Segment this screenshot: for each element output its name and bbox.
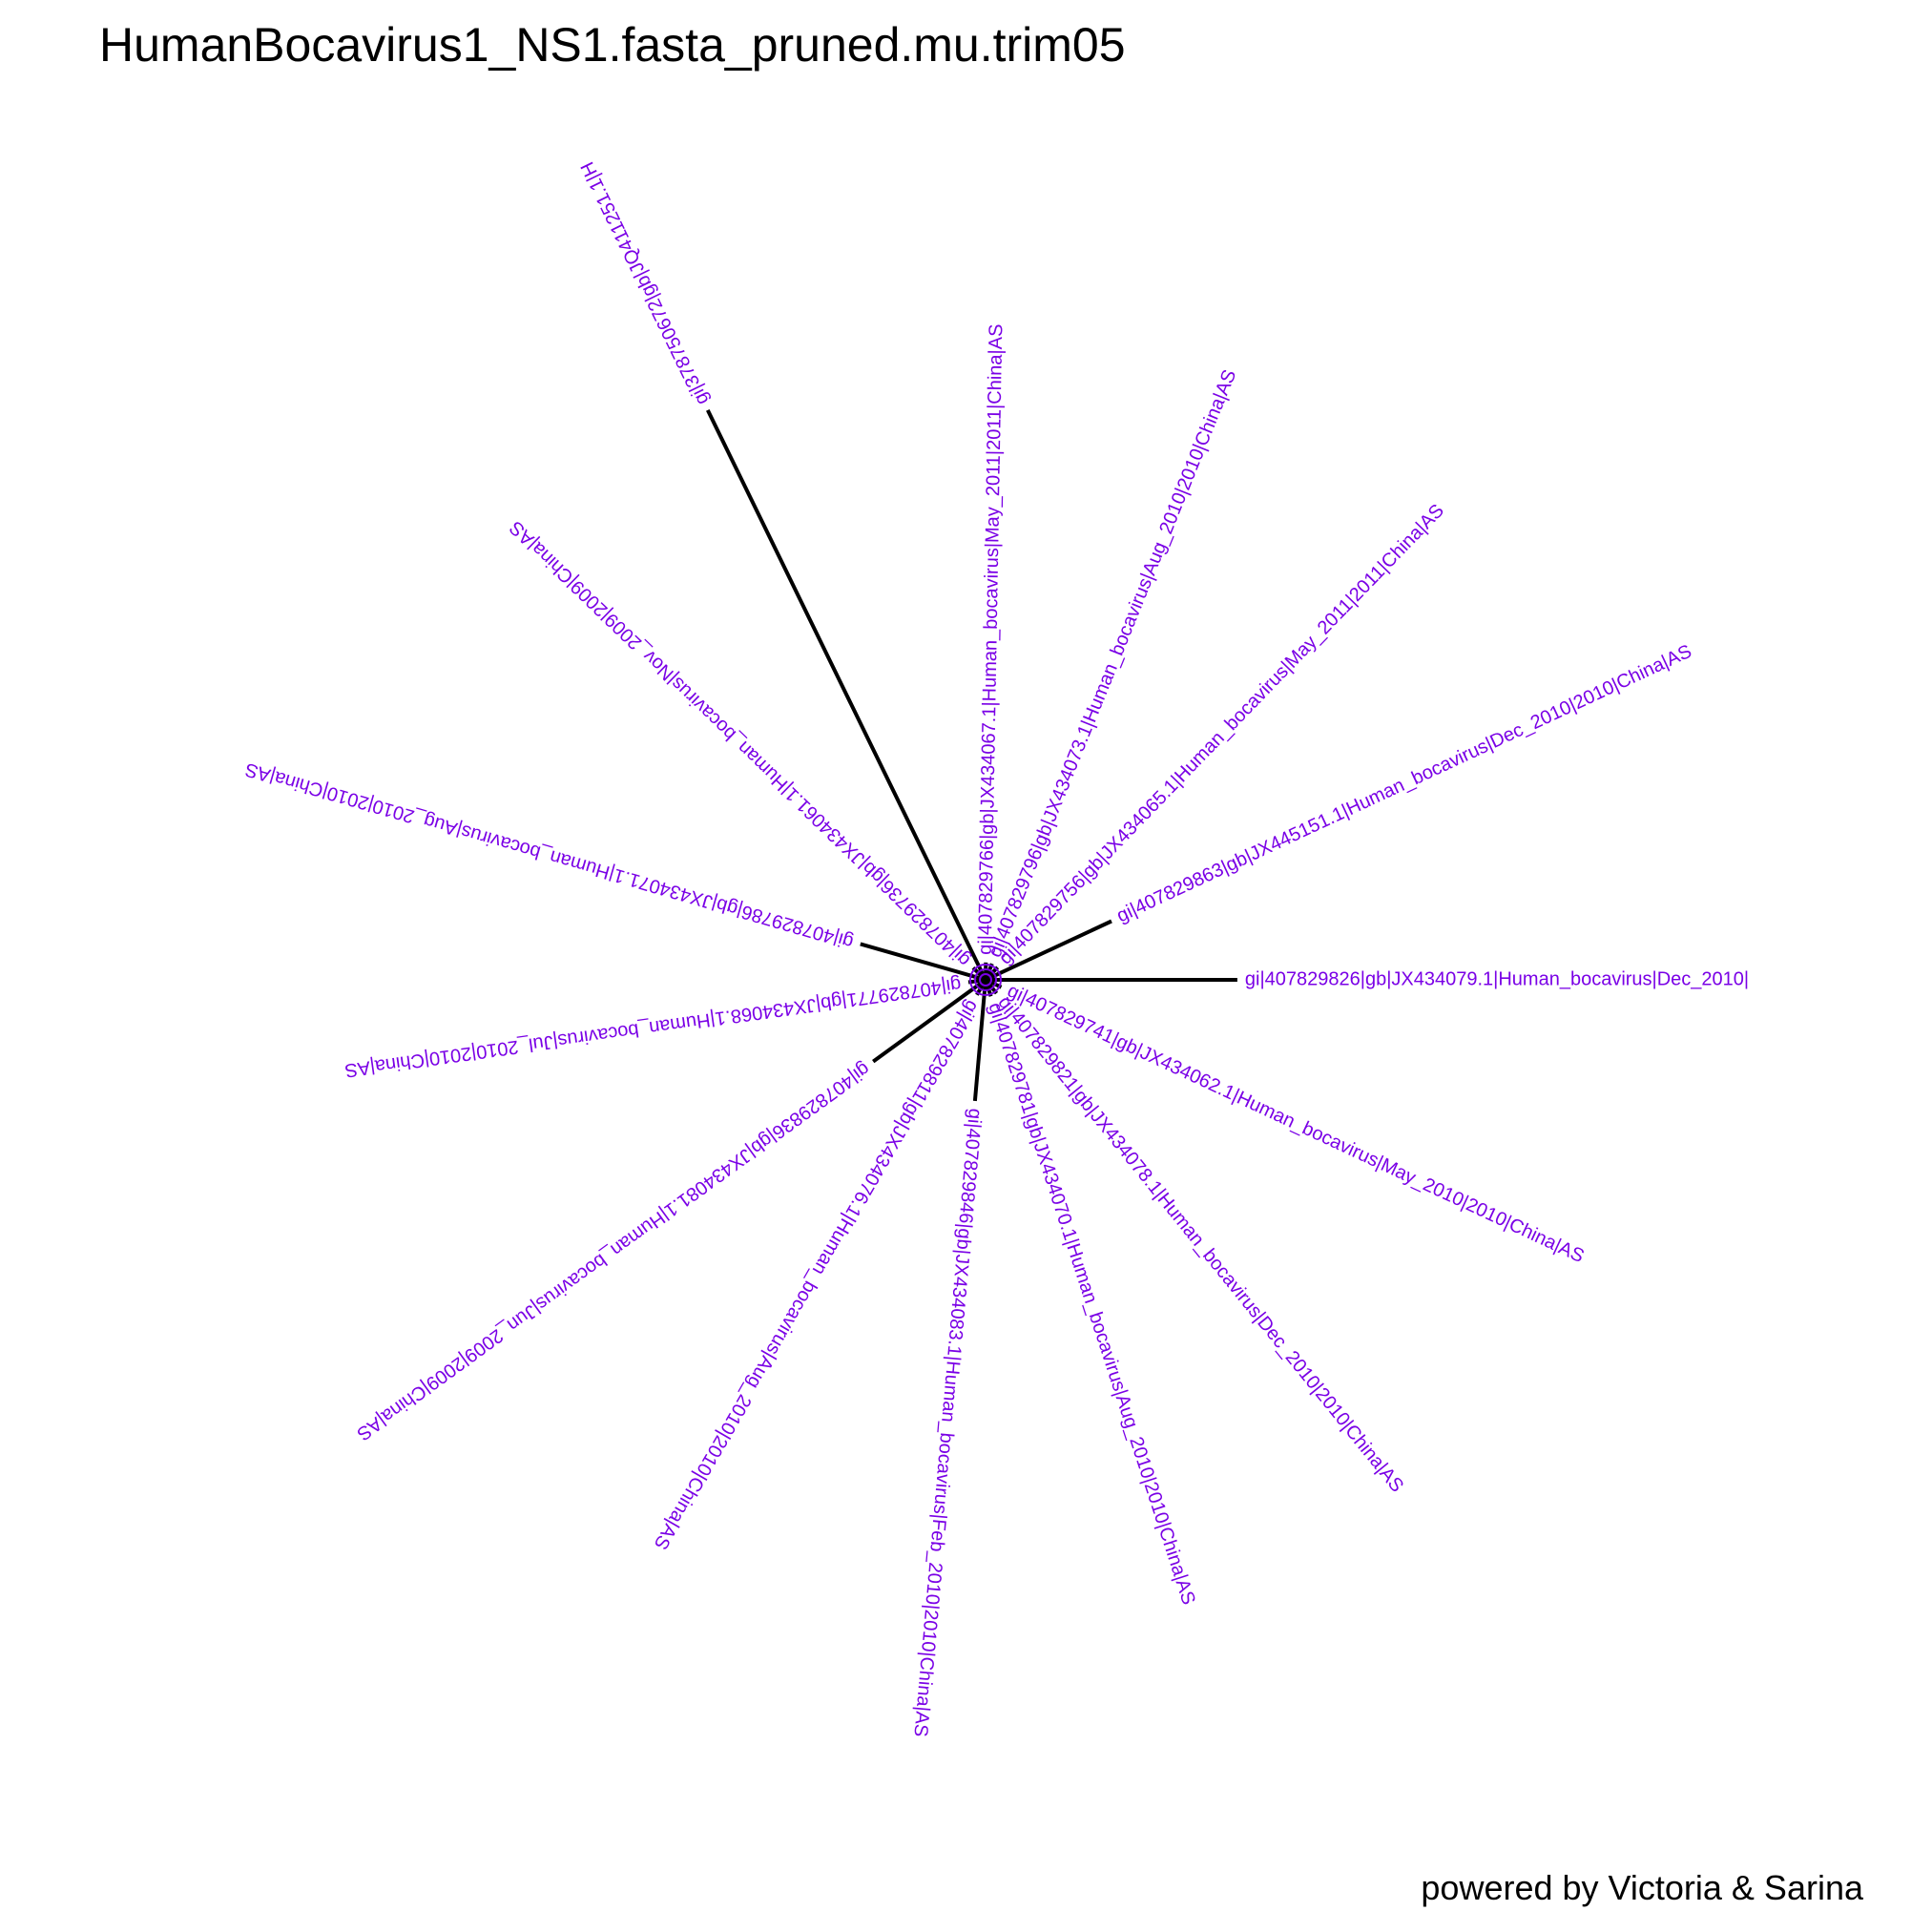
- tip-label-t08: gi|407829786|gb|JX434071.1|Human_bocavir…: [242, 758, 855, 953]
- branch-t12: [972, 979, 987, 1102]
- tree-title: HumanBocavirus1_NS1.fasta_pruned.mu.trim…: [99, 18, 1126, 72]
- branch-t02: [985, 919, 1112, 982]
- tip-label-t02: gi|407829863|gb|JX445151.1|Human_bocavir…: [1113, 641, 1694, 927]
- tip-label-t03: gi|407829756|gb|JX434065.1|Human_bocavir…: [995, 500, 1448, 968]
- tip-label-t10: gi|407829836|gb|JX434081.1|Human_bocavir…: [353, 1058, 874, 1444]
- tip-labels: gi|407829826|gb|JX434079.1|Human_bocavir…: [242, 158, 1749, 1737]
- tip-label-t01: gi|407829826|gb|JX434079.1|Human_bocavir…: [1245, 968, 1749, 989]
- tip-label-t13: gi|407829781|gb|JX434070.1|Human_bocavir…: [984, 1000, 1199, 1607]
- tree-branches: [706, 409, 1237, 1102]
- tree-center-node: [969, 964, 1002, 996]
- tip-label-t12: gi|407829846|gb|JX434083.1|Human_bocavir…: [909, 1108, 986, 1737]
- tip-label-t09: gi|407829771|gb|JX434068.1|Human_bocavir…: [343, 973, 963, 1081]
- tip-label-t05: gi|407829766|gb|JX434067.1|Human_bocavir…: [975, 323, 1008, 955]
- tip-label-t11: gi|407829811|gb|JX434076.1|Human_bocavir…: [650, 997, 983, 1553]
- center-ring-3: [969, 964, 1002, 996]
- branch-t08: [860, 942, 987, 982]
- credit-text: powered by Victoria & Sarina: [1421, 1868, 1863, 1907]
- center-ring-1: [979, 973, 992, 987]
- branch-t06: [706, 409, 987, 981]
- branch-t10: [872, 978, 987, 1064]
- tip-label-t06: gi|378750672|gb|JQ411251.1|H: [577, 158, 714, 408]
- center-ring-2: [974, 968, 997, 991]
